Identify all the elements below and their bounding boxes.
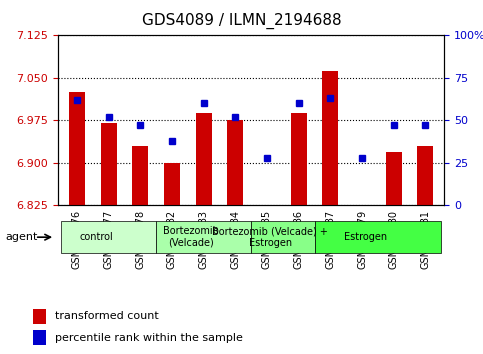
Text: control: control (79, 232, 113, 242)
Text: Bortezomib
(Velcade): Bortezomib (Velcade) (163, 226, 219, 248)
Bar (323, 70, 338, 205)
FancyBboxPatch shape (251, 221, 314, 253)
Bar (417, 146, 433, 205)
Text: percentile rank within the sample: percentile rank within the sample (55, 332, 242, 343)
Text: Bortezomib (Velcade) +
Estrogen: Bortezomib (Velcade) + Estrogen (212, 226, 328, 248)
Bar (33, 330, 46, 345)
Bar (386, 152, 401, 205)
Text: transformed count: transformed count (55, 311, 158, 321)
Bar (69, 92, 85, 205)
Bar (227, 120, 243, 205)
Bar (33, 309, 46, 324)
Bar (132, 146, 148, 205)
FancyBboxPatch shape (156, 221, 251, 253)
Text: Estrogen: Estrogen (343, 232, 387, 242)
Bar (164, 163, 180, 205)
FancyBboxPatch shape (314, 221, 441, 253)
Text: agent: agent (6, 232, 38, 242)
Text: GDS4089 / ILMN_2194688: GDS4089 / ILMN_2194688 (142, 12, 341, 29)
Bar (101, 123, 116, 205)
FancyBboxPatch shape (61, 221, 156, 253)
Bar (291, 113, 307, 205)
Bar (196, 113, 212, 205)
